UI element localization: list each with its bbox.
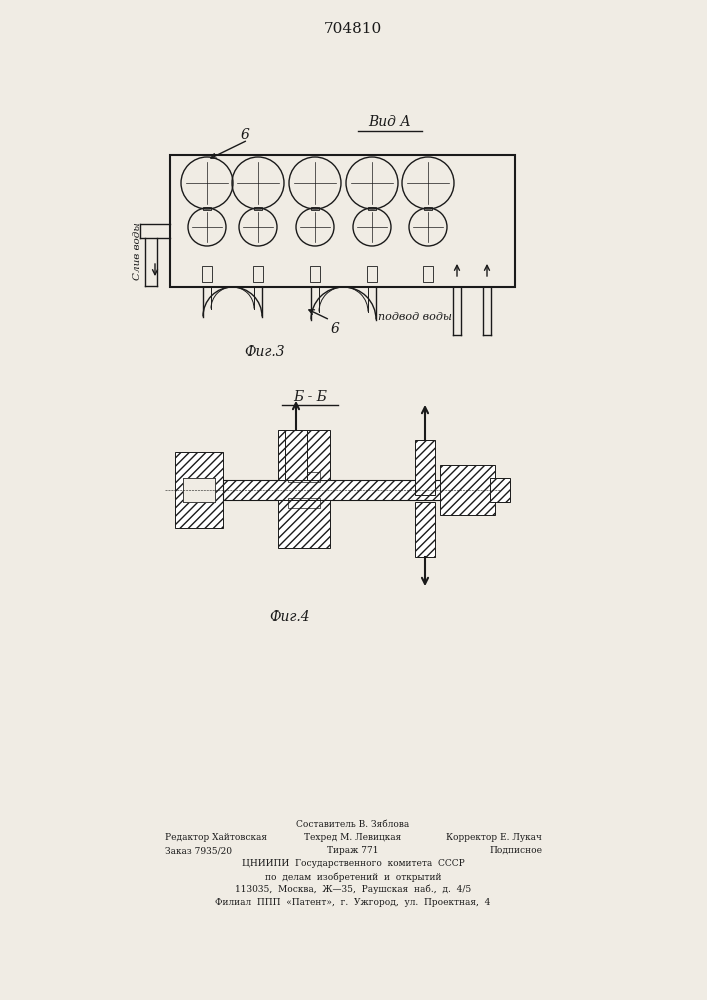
Bar [285,430,307,480]
Bar [254,207,262,210]
Bar [415,440,435,495]
Bar [202,266,212,282]
Text: Составитель В. Зяблова: Составитель В. Зяблова [296,820,409,829]
Text: ЦНИИПИ  Государственного  комитета  СССР: ЦНИИПИ Государственного комитета СССР [242,859,464,868]
Text: Фиг.3: Фиг.3 [245,345,286,359]
Text: по  делам  изобретений  и  открытий: по делам изобретений и открытий [264,872,441,882]
Bar [183,478,215,502]
Bar [170,155,515,287]
Text: Корректор Е. Лукач: Корректор Е. Лукач [446,833,542,842]
Text: 6: 6 [240,128,250,142]
Text: 704810: 704810 [324,22,382,36]
Text: Тираж 771: Тираж 771 [327,846,379,855]
Text: Заказ 7935/20: Заказ 7935/20 [165,846,232,855]
Text: подвод воды: подвод воды [378,312,452,322]
Text: Техред М. Левицкая: Техред М. Левицкая [305,833,402,842]
Text: Филиал  ППП  «Патент»,  г.  Ужгород,  ул.  Проектная,  4: Филиал ППП «Патент», г. Ужгород, ул. Про… [216,898,491,907]
Bar [278,500,330,548]
Bar [203,207,211,210]
Bar [183,478,215,502]
Text: Слив воды: Слив воды [132,222,141,280]
Text: Б - Б: Б - Б [293,390,327,404]
Text: 6: 6 [331,322,339,336]
Bar [424,207,432,210]
Bar [223,480,490,500]
Bar [490,478,510,502]
Bar [253,266,263,282]
Text: Фиг.4: Фиг.4 [269,610,310,624]
Bar [368,207,376,210]
Bar [311,207,319,210]
Bar [367,266,377,282]
Text: 113035,  Москва,  Ж—35,  Раушская  наб.,  д.  4/5: 113035, Москва, Ж—35, Раушская наб., д. … [235,885,471,894]
Bar [288,472,320,482]
Bar [415,502,435,557]
Bar [423,266,433,282]
Bar [440,465,495,515]
Bar [278,430,330,480]
Bar [175,452,223,528]
Text: Редактор Хайтовская: Редактор Хайтовская [165,833,267,842]
Text: Вид А: Вид А [368,115,411,129]
Text: Подписное: Подписное [489,846,542,855]
Bar [310,266,320,282]
Bar [288,498,320,508]
